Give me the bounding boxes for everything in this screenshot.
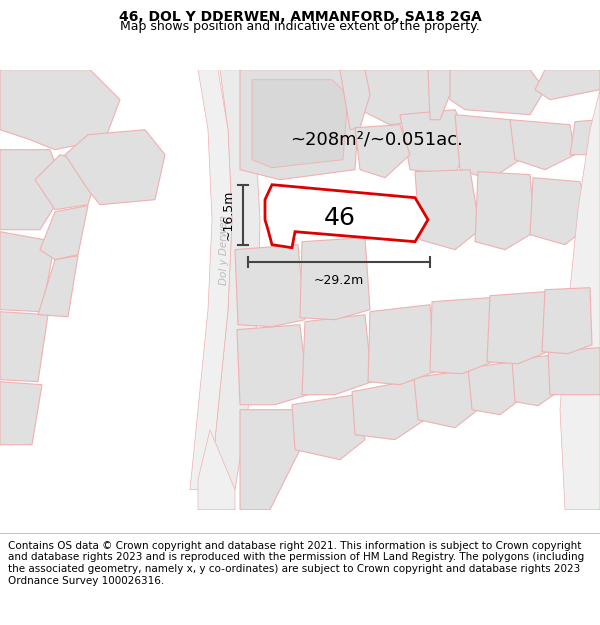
Polygon shape [487, 292, 548, 364]
Polygon shape [252, 79, 348, 168]
Polygon shape [548, 348, 600, 395]
Polygon shape [40, 206, 88, 260]
Text: ~16.5m: ~16.5m [222, 189, 235, 240]
Polygon shape [0, 312, 48, 382]
Text: Dol y Derwen: Dol y Derwen [219, 214, 229, 285]
Polygon shape [265, 185, 428, 248]
Polygon shape [475, 172, 535, 249]
Polygon shape [355, 69, 450, 125]
Polygon shape [198, 429, 235, 509]
Polygon shape [240, 69, 360, 180]
Polygon shape [468, 362, 520, 414]
Polygon shape [237, 325, 308, 405]
Polygon shape [368, 304, 435, 384]
Polygon shape [340, 69, 370, 129]
Text: ~29.2m: ~29.2m [314, 274, 364, 287]
Polygon shape [428, 69, 450, 120]
Polygon shape [210, 69, 260, 489]
Polygon shape [535, 69, 600, 99]
Polygon shape [512, 355, 558, 406]
Polygon shape [352, 379, 425, 439]
Polygon shape [65, 129, 165, 205]
Polygon shape [35, 154, 100, 210]
Polygon shape [570, 120, 600, 154]
Polygon shape [542, 288, 592, 354]
Polygon shape [240, 410, 300, 509]
Text: ~208m²/~0.051ac.: ~208m²/~0.051ac. [290, 131, 463, 149]
Polygon shape [0, 149, 65, 229]
Polygon shape [580, 180, 600, 229]
Polygon shape [510, 120, 575, 169]
Polygon shape [38, 256, 78, 317]
Polygon shape [400, 110, 470, 174]
Polygon shape [560, 89, 600, 509]
Polygon shape [235, 244, 305, 327]
Text: Contains OS data © Crown copyright and database right 2021. This information is : Contains OS data © Crown copyright and d… [8, 541, 584, 586]
Polygon shape [530, 177, 590, 244]
Polygon shape [355, 125, 410, 177]
Text: Map shows position and indicative extent of the property.: Map shows position and indicative extent… [120, 20, 480, 32]
Polygon shape [448, 69, 545, 115]
Polygon shape [415, 169, 480, 249]
Polygon shape [455, 115, 520, 180]
Polygon shape [430, 298, 493, 374]
Polygon shape [0, 232, 55, 312]
Polygon shape [414, 369, 478, 428]
Text: 46, DOL Y DDERWEN, AMMANFORD, SA18 2GA: 46, DOL Y DDERWEN, AMMANFORD, SA18 2GA [119, 10, 481, 24]
Polygon shape [302, 315, 372, 395]
Polygon shape [300, 238, 370, 319]
Polygon shape [0, 382, 42, 444]
Text: 46: 46 [324, 206, 356, 229]
Polygon shape [190, 69, 232, 489]
Polygon shape [0, 69, 120, 149]
Polygon shape [292, 395, 365, 459]
